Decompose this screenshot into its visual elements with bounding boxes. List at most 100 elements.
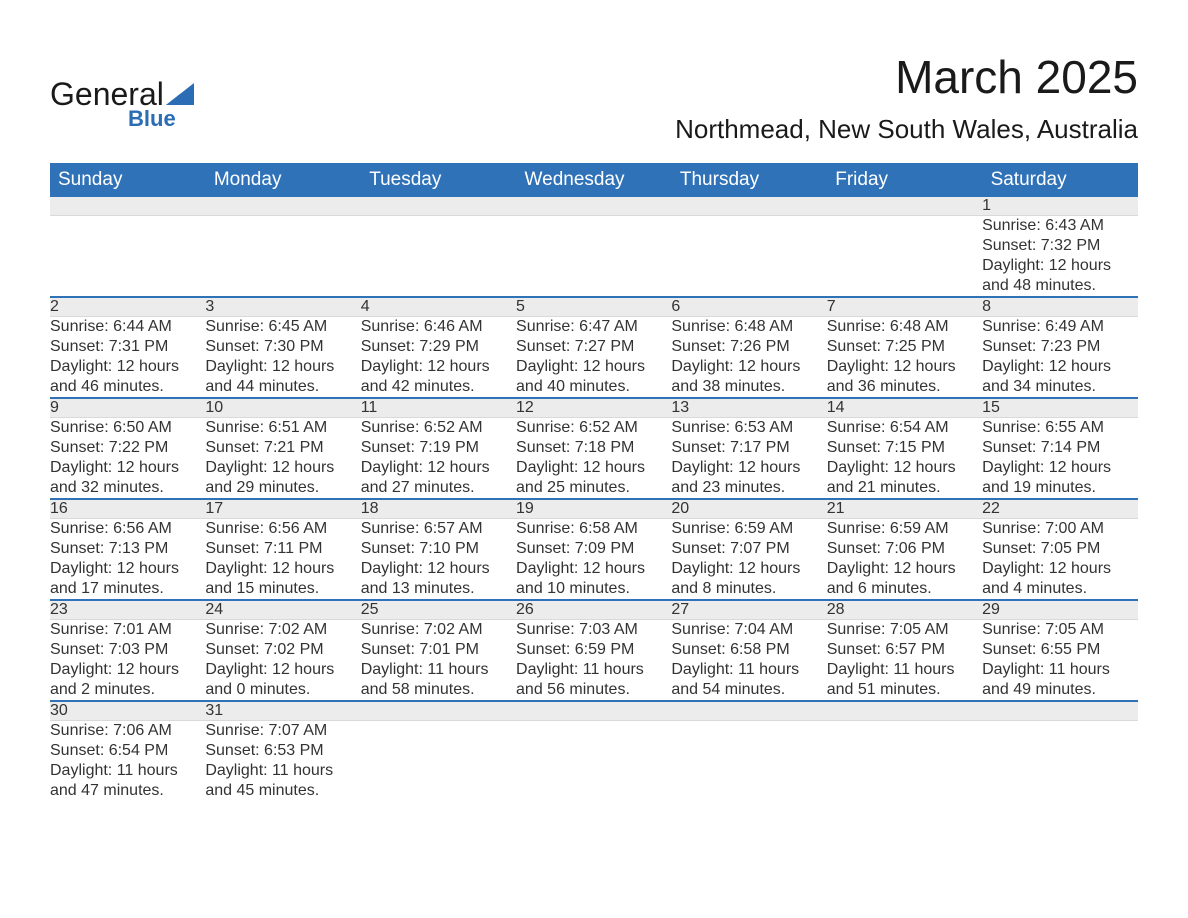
day-number-cell: 22 [982,499,1137,519]
sunset-text: Sunset: 7:06 PM [827,539,982,559]
sunrise-text: Sunrise: 7:07 AM [205,721,360,741]
daylight-text-line2: and 38 minutes. [671,377,826,397]
day-detail-cell: Sunrise: 7:04 AMSunset: 6:58 PMDaylight:… [671,620,826,702]
page-header: General Blue March 2025 Northmead, New S… [50,50,1138,145]
daylight-text-line1: Daylight: 11 hours [50,761,205,781]
day-number-cell [516,197,671,216]
daylight-text-line2: and 29 minutes. [205,478,360,498]
daylight-text-line2: and 34 minutes. [982,377,1137,397]
daylight-text-line1: Daylight: 12 hours [671,559,826,579]
daylight-text-line2: and 47 minutes. [50,781,205,801]
sunrise-text: Sunrise: 6:44 AM [50,317,205,337]
weekday-header: Tuesday [361,163,516,197]
weekday-header: Sunday [50,163,205,197]
day-detail-cell [516,216,671,298]
daylight-text-line2: and 6 minutes. [827,579,982,599]
day-detail-cell [827,216,982,298]
sunset-text: Sunset: 7:02 PM [205,640,360,660]
sunset-text: Sunset: 7:11 PM [205,539,360,559]
sunrise-text: Sunrise: 6:45 AM [205,317,360,337]
day-number-cell: 25 [361,600,516,620]
weekday-header: Wednesday [516,163,671,197]
daylight-text-line2: and 4 minutes. [982,579,1137,599]
sunrise-text: Sunrise: 6:58 AM [516,519,671,539]
sunset-text: Sunset: 7:14 PM [982,438,1137,458]
day-number-cell: 6 [671,297,826,317]
day-detail-cell [361,216,516,298]
daylight-text-line2: and 56 minutes. [516,680,671,700]
weekday-header: Monday [205,163,360,197]
sunset-text: Sunset: 7:30 PM [205,337,360,357]
sunset-text: Sunset: 7:27 PM [516,337,671,357]
daylight-text-line2: and 2 minutes. [50,680,205,700]
day-detail-cell [671,216,826,298]
day-detail-cell [50,216,205,298]
day-number-cell: 30 [50,701,205,721]
sunrise-text: Sunrise: 6:59 AM [671,519,826,539]
day-number-cell: 9 [50,398,205,418]
daylight-text-line2: and 19 minutes. [982,478,1137,498]
daylight-text-line2: and 44 minutes. [205,377,360,397]
daylight-text-line1: Daylight: 11 hours [827,660,982,680]
day-number-cell: 24 [205,600,360,620]
weekday-header: Thursday [671,163,826,197]
day-detail-cell: Sunrise: 6:56 AMSunset: 7:11 PMDaylight:… [205,519,360,601]
day-number-cell [671,197,826,216]
daylight-text-line1: Daylight: 12 hours [982,357,1137,377]
brand-logo: General Blue [50,50,194,132]
sunrise-text: Sunrise: 6:51 AM [205,418,360,438]
day-detail-row: Sunrise: 7:06 AMSunset: 6:54 PMDaylight:… [50,721,1138,802]
daylight-text-line1: Daylight: 12 hours [361,559,516,579]
day-detail-cell: Sunrise: 6:45 AMSunset: 7:30 PMDaylight:… [205,317,360,399]
day-number-cell: 8 [982,297,1137,317]
sunrise-text: Sunrise: 6:54 AM [827,418,982,438]
day-detail-cell [982,721,1137,802]
day-detail-cell: Sunrise: 7:05 AMSunset: 6:57 PMDaylight:… [827,620,982,702]
sunrise-text: Sunrise: 6:43 AM [982,216,1137,236]
day-detail-cell: Sunrise: 6:50 AMSunset: 7:22 PMDaylight:… [50,418,205,500]
sunset-text: Sunset: 7:22 PM [50,438,205,458]
sunrise-text: Sunrise: 6:48 AM [827,317,982,337]
daylight-text-line1: Daylight: 11 hours [361,660,516,680]
day-number-cell: 23 [50,600,205,620]
daylight-text-line2: and 32 minutes. [50,478,205,498]
daylight-text-line2: and 45 minutes. [205,781,360,801]
sunset-text: Sunset: 7:19 PM [361,438,516,458]
sunrise-text: Sunrise: 7:00 AM [982,519,1137,539]
daylight-text-line1: Daylight: 12 hours [205,559,360,579]
sunrise-text: Sunrise: 7:05 AM [982,620,1137,640]
day-number-cell: 26 [516,600,671,620]
daylight-text-line1: Daylight: 11 hours [671,660,826,680]
day-number-row: 1 [50,197,1138,216]
day-detail-cell: Sunrise: 6:52 AMSunset: 7:18 PMDaylight:… [516,418,671,500]
daylight-text-line1: Daylight: 12 hours [50,559,205,579]
sunset-text: Sunset: 7:23 PM [982,337,1137,357]
sunset-text: Sunset: 6:57 PM [827,640,982,660]
sunrise-text: Sunrise: 7:01 AM [50,620,205,640]
day-number-cell: 3 [205,297,360,317]
day-detail-cell [827,721,982,802]
sunset-text: Sunset: 6:55 PM [982,640,1137,660]
daylight-text-line2: and 48 minutes. [982,276,1137,296]
sunrise-text: Sunrise: 7:02 AM [205,620,360,640]
day-detail-cell: Sunrise: 7:03 AMSunset: 6:59 PMDaylight:… [516,620,671,702]
day-detail-cell: Sunrise: 6:43 AMSunset: 7:32 PMDaylight:… [982,216,1137,298]
day-detail-cell [671,721,826,802]
day-number-cell: 31 [205,701,360,721]
sunset-text: Sunset: 6:54 PM [50,741,205,761]
day-detail-cell: Sunrise: 6:59 AMSunset: 7:06 PMDaylight:… [827,519,982,601]
daylight-text-line1: Daylight: 12 hours [361,357,516,377]
day-detail-cell: Sunrise: 6:49 AMSunset: 7:23 PMDaylight:… [982,317,1137,399]
daylight-text-line2: and 40 minutes. [516,377,671,397]
day-detail-row: Sunrise: 6:43 AMSunset: 7:32 PMDaylight:… [50,216,1138,298]
month-title: March 2025 [675,50,1138,104]
day-number-row: 9101112131415 [50,398,1138,418]
daylight-text-line1: Daylight: 12 hours [50,660,205,680]
day-number-cell [671,701,826,721]
daylight-text-line1: Daylight: 12 hours [827,559,982,579]
day-detail-cell: Sunrise: 6:59 AMSunset: 7:07 PMDaylight:… [671,519,826,601]
day-detail-cell: Sunrise: 6:48 AMSunset: 7:26 PMDaylight:… [671,317,826,399]
day-detail-cell: Sunrise: 6:58 AMSunset: 7:09 PMDaylight:… [516,519,671,601]
day-number-cell: 13 [671,398,826,418]
weekday-header: Saturday [982,163,1137,197]
